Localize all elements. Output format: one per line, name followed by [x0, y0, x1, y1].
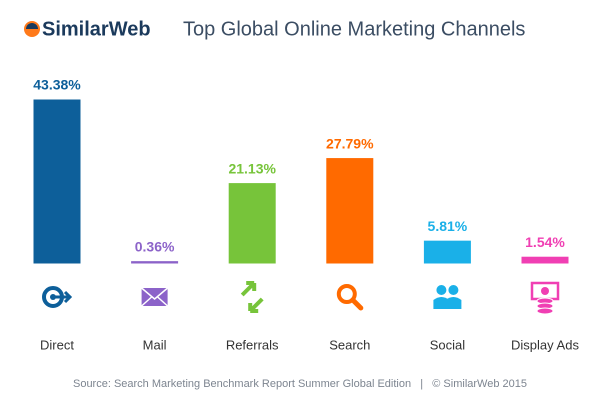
bar — [131, 261, 179, 264]
icon-part — [50, 294, 56, 300]
value-label: 5.81% — [428, 218, 468, 234]
x-tick-label: Direct — [40, 337, 74, 352]
icon-part — [141, 287, 169, 307]
source: Source: Search Marketing Benchmark Repor… — [73, 378, 527, 390]
icon-part — [350, 297, 364, 311]
icon-part — [541, 287, 549, 295]
x-tick-label: Social — [430, 337, 466, 352]
category-icon — [433, 285, 462, 309]
icon-part — [436, 285, 447, 295]
x-tick-label: Mail — [143, 337, 167, 352]
bar — [326, 158, 374, 264]
category-icon — [240, 281, 264, 313]
x-tick-label: Search — [329, 337, 370, 352]
category-icon — [42, 286, 73, 308]
value-label: 21.13% — [228, 160, 276, 176]
x-tick-label: Display Ads — [511, 337, 579, 352]
icon-part — [55, 290, 73, 304]
x-tick-label: Referrals — [226, 337, 279, 352]
bar — [521, 256, 569, 264]
category-icon — [336, 284, 364, 311]
bar — [228, 183, 276, 264]
category-icon — [141, 287, 169, 307]
value-label: 27.79% — [326, 135, 374, 151]
chart-title: Top Global Online Marketing Channels — [183, 18, 525, 40]
icon-part — [445, 297, 462, 309]
logo-icon — [24, 21, 40, 37]
bar — [423, 240, 471, 264]
icon-part — [536, 307, 554, 315]
brand: SimilarWeb — [42, 18, 151, 40]
category-icon — [530, 281, 560, 315]
value-label: 1.54% — [525, 234, 565, 250]
bar — [33, 99, 81, 264]
value-label: 43.38% — [33, 77, 81, 93]
icon-part — [448, 285, 459, 295]
value-label: 0.36% — [135, 238, 175, 254]
icon-part — [141, 288, 168, 306]
icon-part — [336, 284, 357, 304]
icon-part — [240, 281, 264, 313]
